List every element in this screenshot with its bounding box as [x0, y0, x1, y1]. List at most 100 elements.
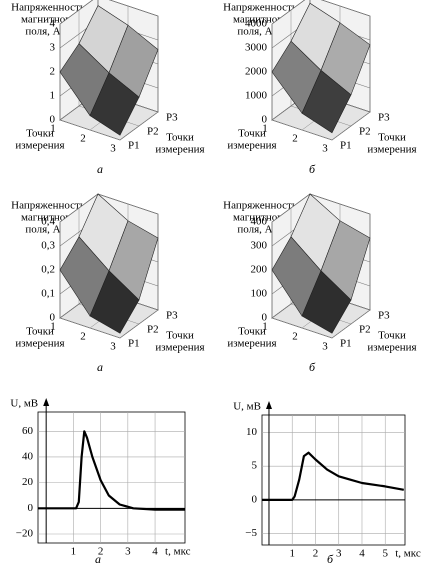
z-tick-label: 2000: [245, 66, 268, 78]
y-tick-label: P2: [147, 324, 159, 336]
z-axis-label: поля, А/м: [25, 224, 70, 236]
x-tick-label: 2: [80, 331, 86, 343]
z-tick-label: 100: [251, 288, 268, 300]
x-tick-label: 4: [152, 546, 158, 558]
y-tick-label: 40: [22, 450, 34, 462]
x-tick-label: 4: [359, 548, 365, 560]
z-tick-label: 0: [262, 114, 268, 126]
y-axis-label: Точки: [378, 132, 406, 144]
surface-cell: [301, 69, 352, 134]
z-tick-label: 3: [50, 42, 56, 54]
z-tick-label: 4000: [245, 18, 268, 30]
z-tick-label: 1000: [245, 90, 268, 102]
grid-line: [109, 0, 159, 17]
z-axis-label: Напряженность: [223, 200, 297, 212]
z-axis-label: поля, А/м: [237, 224, 282, 236]
caption: а: [97, 360, 103, 374]
x-tick-label: 1: [50, 123, 56, 135]
z-axis-label: поля, А/м: [25, 26, 70, 38]
y-tick-label: 60: [22, 425, 34, 437]
y-tick-label: P3: [378, 310, 390, 322]
x-tick-label: 1: [262, 123, 268, 135]
z-tick-label: 0: [262, 312, 268, 324]
z-tick-label: 200: [251, 264, 268, 276]
x-tick-label: 1: [289, 548, 295, 560]
z-axis-label: Напряженность: [223, 2, 297, 14]
caption: б: [327, 552, 334, 566]
grid-line: [97, 193, 159, 215]
x-tick-label: 1: [71, 546, 77, 558]
y-tick-label: P3: [378, 112, 390, 124]
y-tick-label: P2: [359, 324, 371, 336]
x-axis-label: Точки: [238, 128, 266, 140]
x-axis-label: измерения: [227, 338, 276, 350]
caption: б: [309, 162, 316, 176]
z-tick-label: 4: [50, 18, 56, 30]
y-axis-arrow: [43, 398, 50, 406]
y-tick-label: P3: [166, 112, 178, 124]
x-axis-label: измерения: [227, 140, 276, 152]
surface-cell: [89, 72, 140, 136]
surface-cell: [89, 270, 140, 334]
y-axis-label: измерения: [367, 144, 416, 156]
caption: а: [97, 162, 103, 176]
y-tick-label: P1: [340, 140, 352, 152]
x-axis-label: Точки: [238, 326, 266, 338]
floor-grid: [331, 111, 371, 141]
x-tick-label: 2: [292, 331, 298, 343]
z-tick-label: 3000: [245, 42, 268, 54]
y-axis-label: U, мВ: [233, 401, 261, 413]
y-axis-label: измерения: [155, 342, 204, 354]
caption: б: [309, 360, 316, 374]
z-tick-label: 2: [50, 66, 56, 78]
x-axis-label: t, мкс: [165, 546, 191, 558]
y-tick-label: −20: [16, 528, 34, 540]
x-tick-label: 3: [336, 548, 342, 560]
x-axis-label: t, мкс: [395, 548, 421, 560]
z-tick-label: 0,3: [41, 240, 55, 252]
y-tick-label: 0: [252, 493, 258, 505]
grid-line: [321, 0, 371, 17]
y-tick-label: P1: [128, 338, 140, 350]
y-tick-label: −5: [245, 527, 257, 539]
z-axis-label: поля, А/м: [237, 26, 282, 38]
y-tick-label: P2: [359, 126, 371, 138]
z-axis-label: Напряженность: [11, 2, 85, 14]
y-tick-label: P1: [340, 338, 352, 350]
y-tick-label: P3: [166, 310, 178, 322]
plot-frame: [37, 411, 186, 544]
y-tick-label: P2: [147, 126, 159, 138]
grid-line: [271, 193, 311, 223]
z-tick-label: 1: [50, 90, 56, 102]
plot-frame: [261, 414, 406, 546]
x-tick-label: 3: [322, 341, 328, 353]
z-tick-label: 300: [251, 240, 268, 252]
grid-line: [59, 193, 99, 223]
y-tick-label: 10: [246, 426, 258, 438]
surface-cell: [301, 270, 352, 334]
z-tick-label: 0: [50, 114, 56, 126]
x-tick-label: 1: [262, 321, 268, 333]
y-tick-label: 5: [252, 460, 258, 472]
x-axis-label: Точки: [26, 326, 54, 338]
grid-line: [59, 0, 94, 25]
x-tick-label: 2: [98, 546, 104, 558]
y-axis-label: Точки: [378, 330, 406, 342]
caption: а: [95, 552, 101, 566]
x-axis-label: измерения: [15, 140, 64, 152]
floor-grid: [331, 309, 371, 339]
y-axis-label: измерения: [367, 342, 416, 354]
floor-grid: [119, 309, 159, 339]
x-tick-label: 2: [292, 133, 298, 145]
y-axis-label: Точки: [166, 132, 194, 144]
x-tick-label: 5: [382, 548, 388, 560]
x-tick-label: 3: [110, 341, 116, 353]
y-axis-label: измерения: [155, 144, 204, 156]
y-axis-label: Точки: [166, 330, 194, 342]
x-tick-label: 3: [110, 143, 116, 155]
x-tick-label: 1: [50, 321, 56, 333]
y-tick-label: P1: [128, 140, 140, 152]
z-tick-label: 0,4: [41, 216, 55, 228]
grid-line: [309, 193, 371, 215]
